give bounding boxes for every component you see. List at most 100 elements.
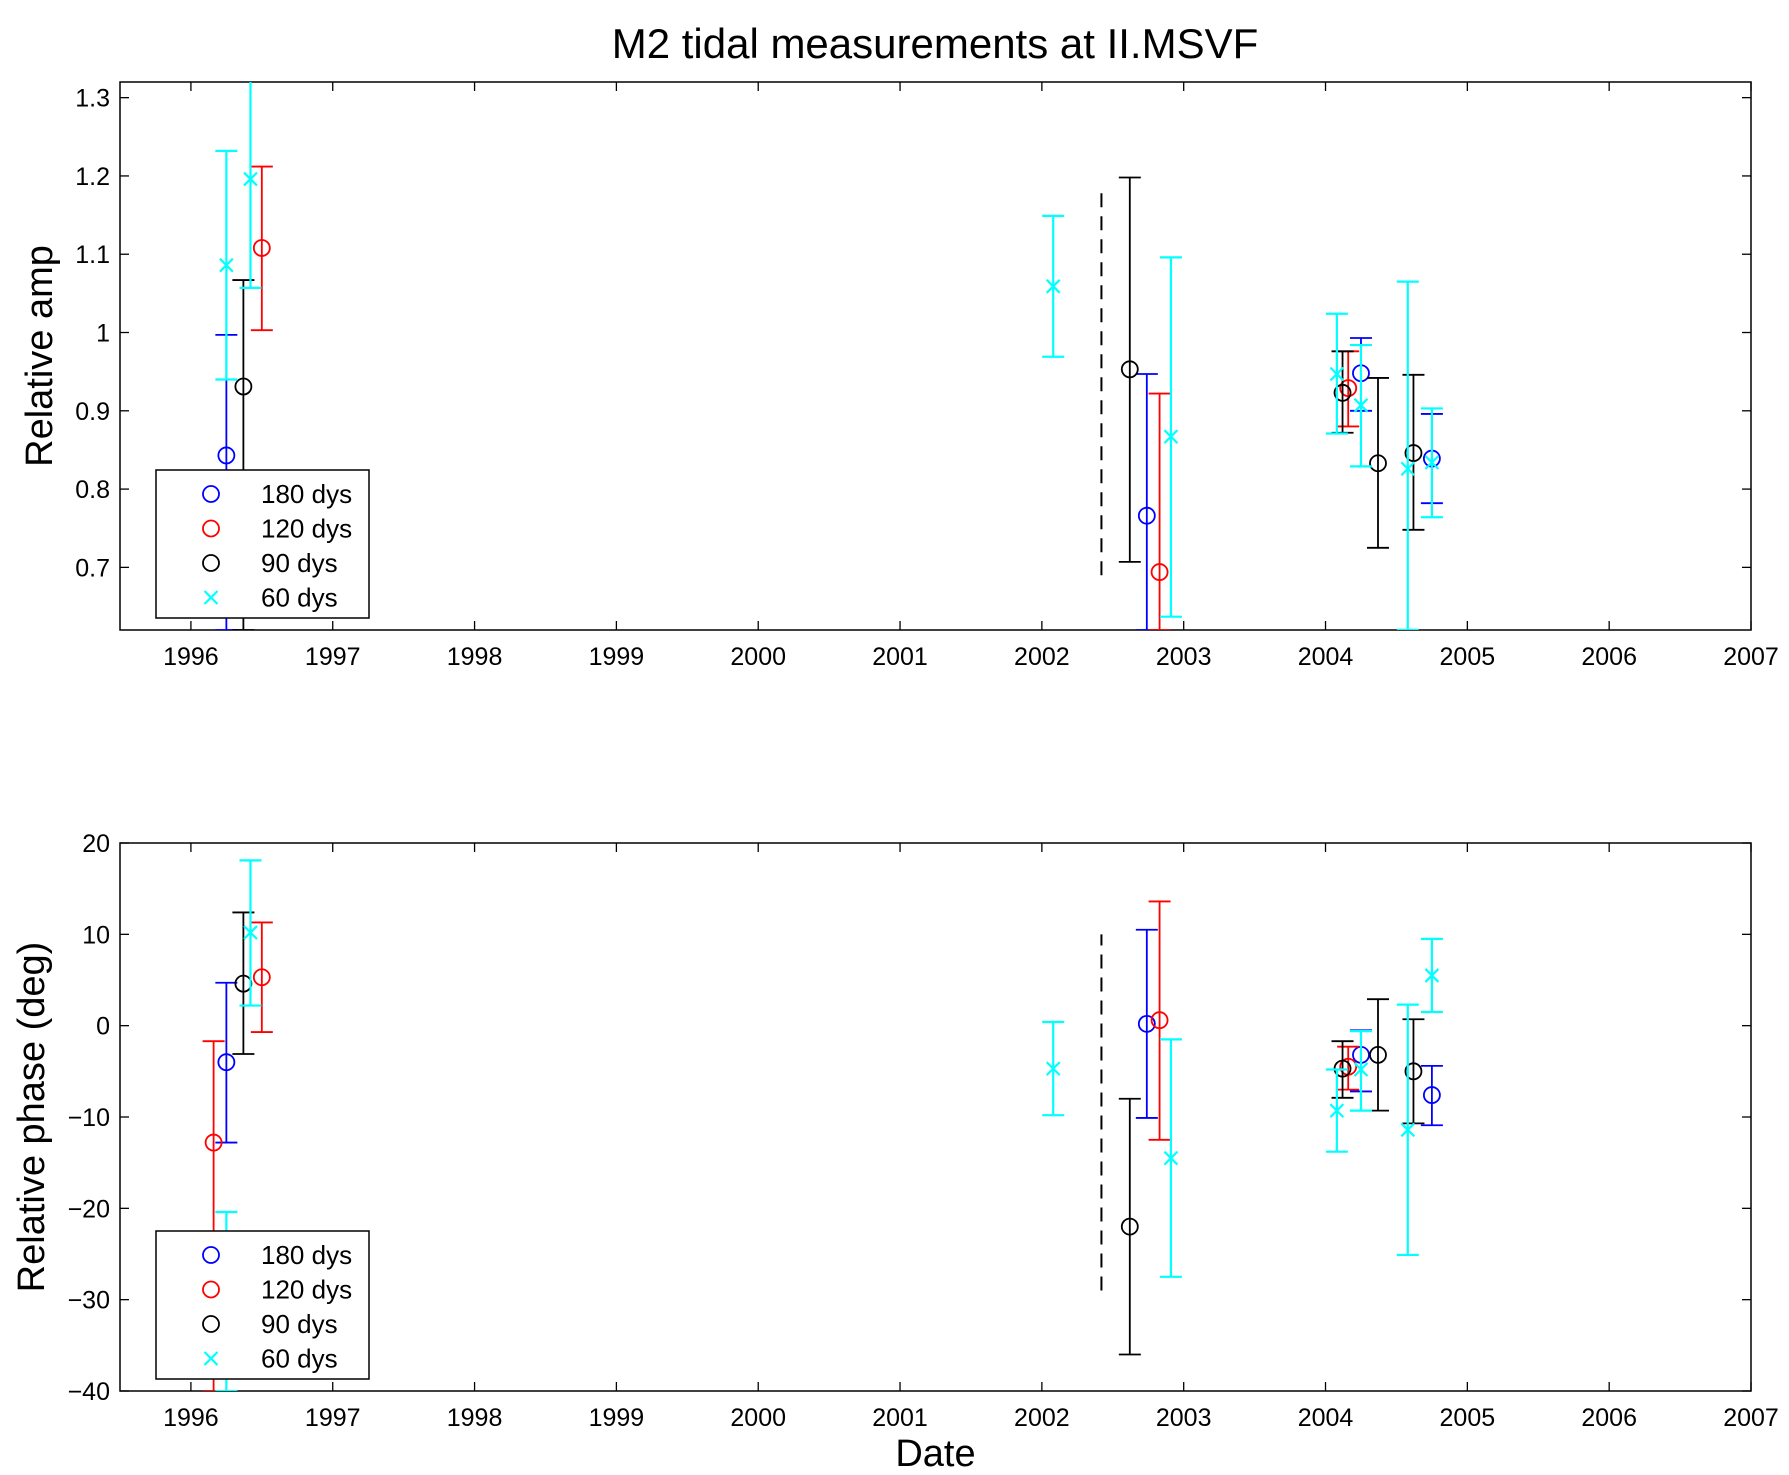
data-point: [1353, 1062, 1369, 1077]
data-point: [1120, 1217, 1139, 1236]
x-tick-label: 2000: [730, 643, 786, 671]
plot-area: [202, 859, 1443, 1391]
data-point: [1424, 968, 1440, 983]
legend-box: [155, 469, 370, 619]
data-point: [1150, 1011, 1169, 1030]
series-180-dys: [215, 928, 1443, 1144]
data-point: [1422, 1086, 1441, 1104]
y-tick-label: 0: [96, 1013, 110, 1041]
legend-label: 90 dys: [261, 1309, 338, 1339]
x-tick-label: 2004: [1298, 1404, 1354, 1432]
x-tick-label: 2001: [872, 643, 928, 671]
y-tick-label: 0.7: [75, 554, 110, 582]
y-tick-label: 0.8: [75, 476, 110, 504]
series-60-dys: [215, 859, 1443, 1391]
legend-label: 120 dys: [261, 514, 352, 544]
axes-frame: [119, 842, 1752, 1392]
y-tick-label: −20: [68, 1195, 110, 1223]
data-point: [1400, 1122, 1416, 1138]
data-point: [1369, 1045, 1387, 1064]
axes-frame: [119, 81, 1752, 631]
legend-marker: [202, 1280, 220, 1299]
y-tick-label: 20: [82, 830, 110, 858]
amplitude-panel: 1996 1997 1998 1999 2000 2001 2002 2003 2004 2005…: [19, 81, 1779, 671]
data-point: [1150, 563, 1169, 581]
data-point: [234, 377, 253, 396]
x-tick-label: 1997: [305, 643, 361, 671]
series-120-dys: [250, 165, 1360, 630]
x-tick-label: 2001: [872, 1404, 928, 1432]
data-point: [1163, 1150, 1179, 1166]
data-point: [217, 446, 236, 465]
data-point: [1400, 461, 1416, 477]
data-point: [243, 171, 258, 187]
legend-label: 120 dys: [261, 1275, 352, 1305]
x-tick-label: 2006: [1581, 1404, 1637, 1432]
data-point: [1329, 366, 1345, 382]
y-tick-label: 0.9: [75, 398, 110, 426]
x-tick-label: 1996: [163, 643, 219, 671]
data-point: [1137, 506, 1156, 525]
series-120-dys: [202, 900, 1360, 1391]
legend-marker: [202, 485, 220, 503]
plot-area: [215, 82, 1443, 630]
x-tick-label: 2000: [730, 1404, 786, 1432]
series-60-dys: [215, 82, 1443, 630]
data-point: [252, 239, 271, 257]
y-tick-label: 10: [82, 921, 110, 949]
y-axis-label: Relative phase (deg): [11, 942, 53, 1293]
data-point: [217, 1053, 236, 1072]
y-axis-label: Relative amp: [19, 245, 61, 467]
legend: 180 dys 120 dys 90 dys 60 dys: [155, 469, 370, 619]
y-tick-label: −30: [68, 1287, 110, 1315]
data-point: [1404, 444, 1423, 462]
data-point: [1120, 360, 1139, 379]
legend-marker: [203, 590, 219, 605]
data-point: [219, 257, 234, 273]
legend: 180 dys 120 dys 90 dys 60 dys: [155, 1230, 370, 1380]
y-tick-label: −40: [68, 1378, 110, 1406]
data-point: [204, 1133, 223, 1152]
data-point: [1339, 379, 1358, 397]
legend-label: 60 dys: [261, 1344, 338, 1374]
x-tick-label: 1998: [447, 643, 503, 671]
legend-marker: [202, 554, 220, 572]
legend-label: 180 dys: [261, 1240, 352, 1270]
x-tick-label: 2006: [1581, 643, 1637, 671]
x-tick-label: 2007: [1723, 643, 1779, 671]
data-point: [243, 925, 258, 940]
figure-title: M2 tidal measurements at II.MSVF: [612, 20, 1259, 67]
x-tick-label: 1999: [589, 643, 645, 671]
y-tick-label: 1.2: [75, 163, 110, 191]
y-tick-label: 1.3: [75, 85, 110, 113]
y-tick-label: 1.1: [75, 241, 110, 269]
data-point: [1404, 1062, 1423, 1081]
x-tick-label: 2005: [1440, 1404, 1496, 1432]
legend-marker: [203, 1351, 219, 1366]
x-tick-label: 1996: [163, 1404, 219, 1432]
x-tick-label: 2005: [1440, 643, 1496, 671]
x-tick-label: 1999: [589, 1404, 645, 1432]
x-tick-label: 2004: [1298, 643, 1354, 671]
legend-marker: [202, 1315, 220, 1333]
legend-box: [155, 1230, 370, 1380]
x-tick-label: 1997: [305, 1404, 361, 1432]
x-tick-label: 2003: [1156, 1404, 1212, 1432]
series-90-dys: [232, 911, 1425, 1356]
legend-marker: [202, 519, 220, 538]
phase-panel: 1996 1997 1998 1999 2000 2001 2002 2003 2004 2005…: [11, 830, 1779, 1475]
data-point: [1333, 383, 1352, 402]
x-tick-label: 2007: [1723, 1404, 1779, 1432]
y-tick-label: −10: [68, 1104, 110, 1132]
data-point: [252, 968, 271, 987]
legend-label: 180 dys: [261, 479, 352, 509]
data-point: [1137, 1014, 1156, 1033]
legend-label: 60 dys: [261, 583, 338, 613]
data-point: [1353, 398, 1369, 413]
legend-label: 90 dys: [261, 548, 338, 578]
legend-marker: [202, 1246, 220, 1264]
x-tick-label: 1998: [447, 1404, 503, 1432]
y-tick-label: 1: [96, 320, 110, 348]
x-tick-label: 2002: [1014, 1404, 1070, 1432]
